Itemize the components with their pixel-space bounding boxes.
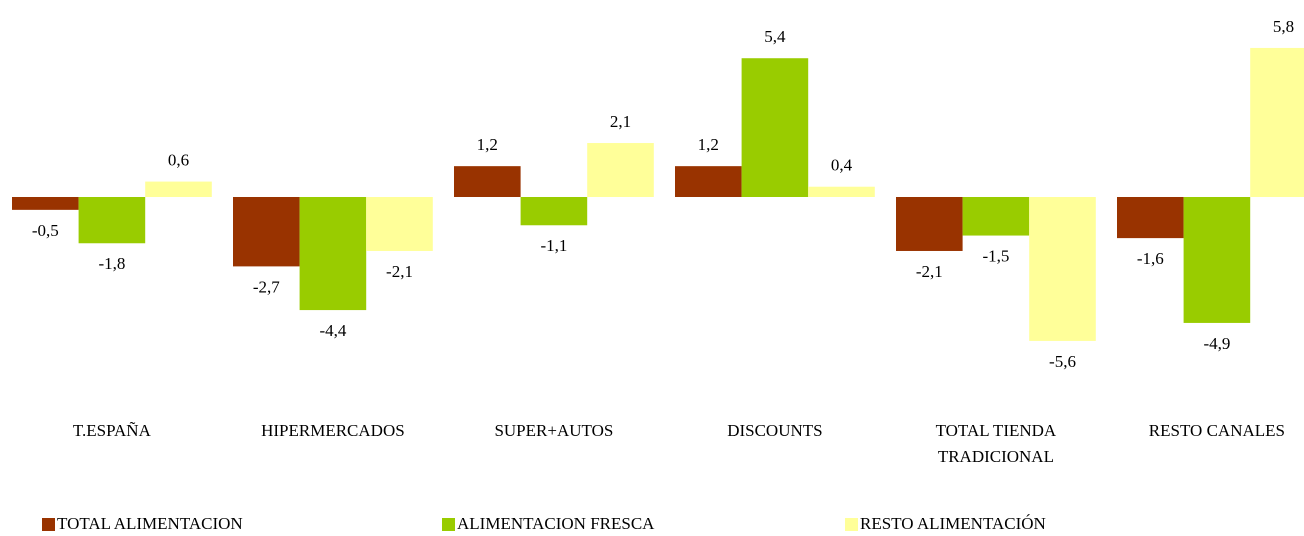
data-label: 0,6 bbox=[168, 150, 189, 169]
bar bbox=[12, 197, 79, 210]
data-label: -1,1 bbox=[540, 236, 567, 255]
data-label: -1,6 bbox=[1137, 249, 1164, 268]
data-label: -2,1 bbox=[916, 262, 943, 281]
bar bbox=[454, 166, 521, 197]
data-label: 0,4 bbox=[831, 156, 853, 175]
bar bbox=[1250, 47, 1304, 197]
legend-label: RESTO ALIMENTACIÓN bbox=[860, 514, 1046, 533]
legend-item: ALIMENTACION FRESCA bbox=[442, 512, 654, 536]
legend-label: TOTAL ALIMENTACION bbox=[57, 514, 243, 533]
bar bbox=[145, 181, 212, 197]
bar bbox=[299, 197, 367, 311]
bar bbox=[587, 143, 654, 197]
data-label: -2,7 bbox=[253, 277, 280, 296]
bar bbox=[520, 197, 588, 226]
x-tick-label: RESTO CANALES bbox=[1148, 421, 1285, 440]
data-label: -5,6 bbox=[1049, 352, 1076, 371]
x-tick-label: SUPER+AUTOS bbox=[494, 421, 614, 440]
data-label: 1,2 bbox=[698, 135, 719, 154]
legend-swatch bbox=[42, 517, 55, 531]
x-tick-label: DISCOUNTS bbox=[727, 421, 823, 440]
data-label: -1,8 bbox=[98, 254, 125, 273]
data-label: -4,4 bbox=[319, 321, 346, 340]
data-label: 1,2 bbox=[477, 135, 498, 154]
data-label: -2,1 bbox=[386, 262, 413, 281]
bar bbox=[675, 166, 742, 197]
data-label: 2,1 bbox=[610, 112, 631, 131]
bar bbox=[741, 58, 809, 197]
legend-swatch bbox=[442, 517, 455, 531]
data-label: 5,8 bbox=[1273, 17, 1294, 36]
legend-item: RESTO ALIMENTACIÓN bbox=[845, 512, 1046, 536]
data-label: -0,5 bbox=[32, 221, 59, 240]
bar bbox=[1117, 197, 1184, 239]
data-label: 5,4 bbox=[764, 27, 786, 46]
x-tick-label: TOTAL TIENDA TRADICIONAL bbox=[935, 421, 1057, 466]
legend-label: ALIMENTACION FRESCA bbox=[457, 514, 655, 533]
data-label: -1,5 bbox=[982, 246, 1009, 265]
legend-item: TOTAL ALIMENTACION bbox=[42, 512, 243, 536]
x-tick-label: T.ESPAÑA bbox=[72, 421, 151, 440]
legend-swatch bbox=[845, 517, 858, 531]
bar bbox=[1029, 197, 1096, 341]
bar bbox=[1183, 197, 1251, 323]
bar bbox=[78, 197, 146, 244]
x-tick-label: HIPERMERCADOS bbox=[261, 421, 405, 440]
bar bbox=[808, 186, 875, 197]
data-label: -4,9 bbox=[1203, 334, 1230, 353]
bar bbox=[366, 197, 433, 251]
bar bbox=[233, 197, 300, 267]
bar bbox=[962, 197, 1030, 236]
bar bbox=[896, 197, 963, 251]
